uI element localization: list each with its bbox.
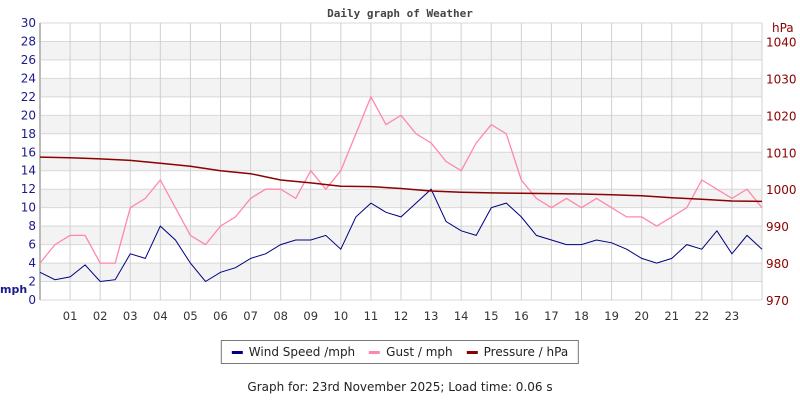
left-tick-label: 16 [21, 145, 36, 159]
left-tick-label: 20 [21, 108, 36, 122]
right-tick-label: 1030 [766, 72, 797, 86]
right-tick-label: 990 [766, 220, 789, 234]
left-tick-label: 2 [28, 275, 36, 289]
x-tick-label: 12 [394, 309, 409, 323]
x-tick-label: 01 [63, 309, 78, 323]
x-tick-label: 06 [213, 309, 228, 323]
left-tick-label: 30 [21, 16, 36, 30]
pressure-swatch [466, 350, 478, 354]
footer-status: Graph for: 23rd November 2025; Load time… [247, 380, 553, 394]
x-tick-label: 11 [364, 309, 379, 323]
x-tick-label: 04 [153, 309, 168, 323]
left-tick-label: 22 [21, 90, 36, 104]
x-tick-label: 16 [514, 309, 529, 323]
x-tick-label: 03 [123, 309, 138, 323]
left-tick-label: 28 [21, 34, 36, 48]
left-tick-label: 0 [28, 293, 36, 307]
x-tick-label: 21 [664, 309, 679, 323]
left-tick-label: 6 [28, 238, 36, 252]
right-tick-label: 1040 [766, 35, 797, 49]
x-tick-label: 14 [454, 309, 469, 323]
right-tick-label: 980 [766, 257, 789, 271]
x-tick-label: 07 [243, 309, 258, 323]
x-tick-label: 23 [725, 309, 740, 323]
x-tick-label: 09 [303, 309, 318, 323]
chart-title: Daily graph of Weather [327, 7, 473, 20]
left-tick-label: 8 [28, 219, 36, 233]
gust-swatch [369, 350, 381, 354]
x-tick-label: 22 [695, 309, 710, 323]
right-tick-label: 970 [766, 294, 789, 308]
series-line-pressure [39, 156, 763, 203]
wind-swatch [231, 350, 243, 354]
legend-pressure-label: Pressure / hPa [483, 345, 569, 359]
x-tick-label: 20 [634, 309, 649, 323]
x-tick-label: 15 [484, 309, 499, 323]
legend-wind: Wind Speed /mph [231, 345, 356, 359]
chart-svg: Daily graph of Weather 02468101214161820… [0, 7, 797, 323]
left-tick-label: 18 [21, 127, 36, 141]
x-tick-label: 18 [574, 309, 589, 323]
left-tick-label: 26 [21, 53, 36, 67]
left-tick-label: 4 [28, 256, 36, 270]
x-tick-label: 08 [273, 309, 288, 323]
x-tick-label: 10 [334, 309, 349, 323]
series-line-wind [39, 188, 763, 283]
right-axis-label: hPa [772, 21, 794, 35]
legend-wind-label: Wind Speed /mph [248, 345, 356, 359]
left-tick-label: 10 [21, 201, 36, 215]
left-tick-label: 24 [21, 71, 36, 85]
legend-pressure: Pressure / hPa [466, 345, 569, 359]
x-tick-label: 19 [604, 309, 619, 323]
legend-gust-label: Gust / mph [386, 345, 453, 359]
left-axis-label: mph [0, 283, 27, 296]
left-tick-label: 12 [21, 182, 36, 196]
x-tick-label: 02 [93, 309, 108, 323]
right-tick-label: 1020 [766, 109, 797, 123]
right-tick-label: 1010 [766, 146, 797, 160]
legend-gust: Gust / mph [369, 345, 453, 359]
right-tick-label: 1000 [766, 183, 797, 197]
x-tick-label: 17 [544, 309, 559, 323]
x-tick-label: 13 [424, 309, 439, 323]
series-line-gust [39, 95, 763, 264]
legend: Wind Speed /mph Gust / mph Pressure / hP… [220, 340, 580, 364]
left-tick-label: 14 [21, 164, 36, 178]
x-tick-label: 05 [183, 309, 198, 323]
